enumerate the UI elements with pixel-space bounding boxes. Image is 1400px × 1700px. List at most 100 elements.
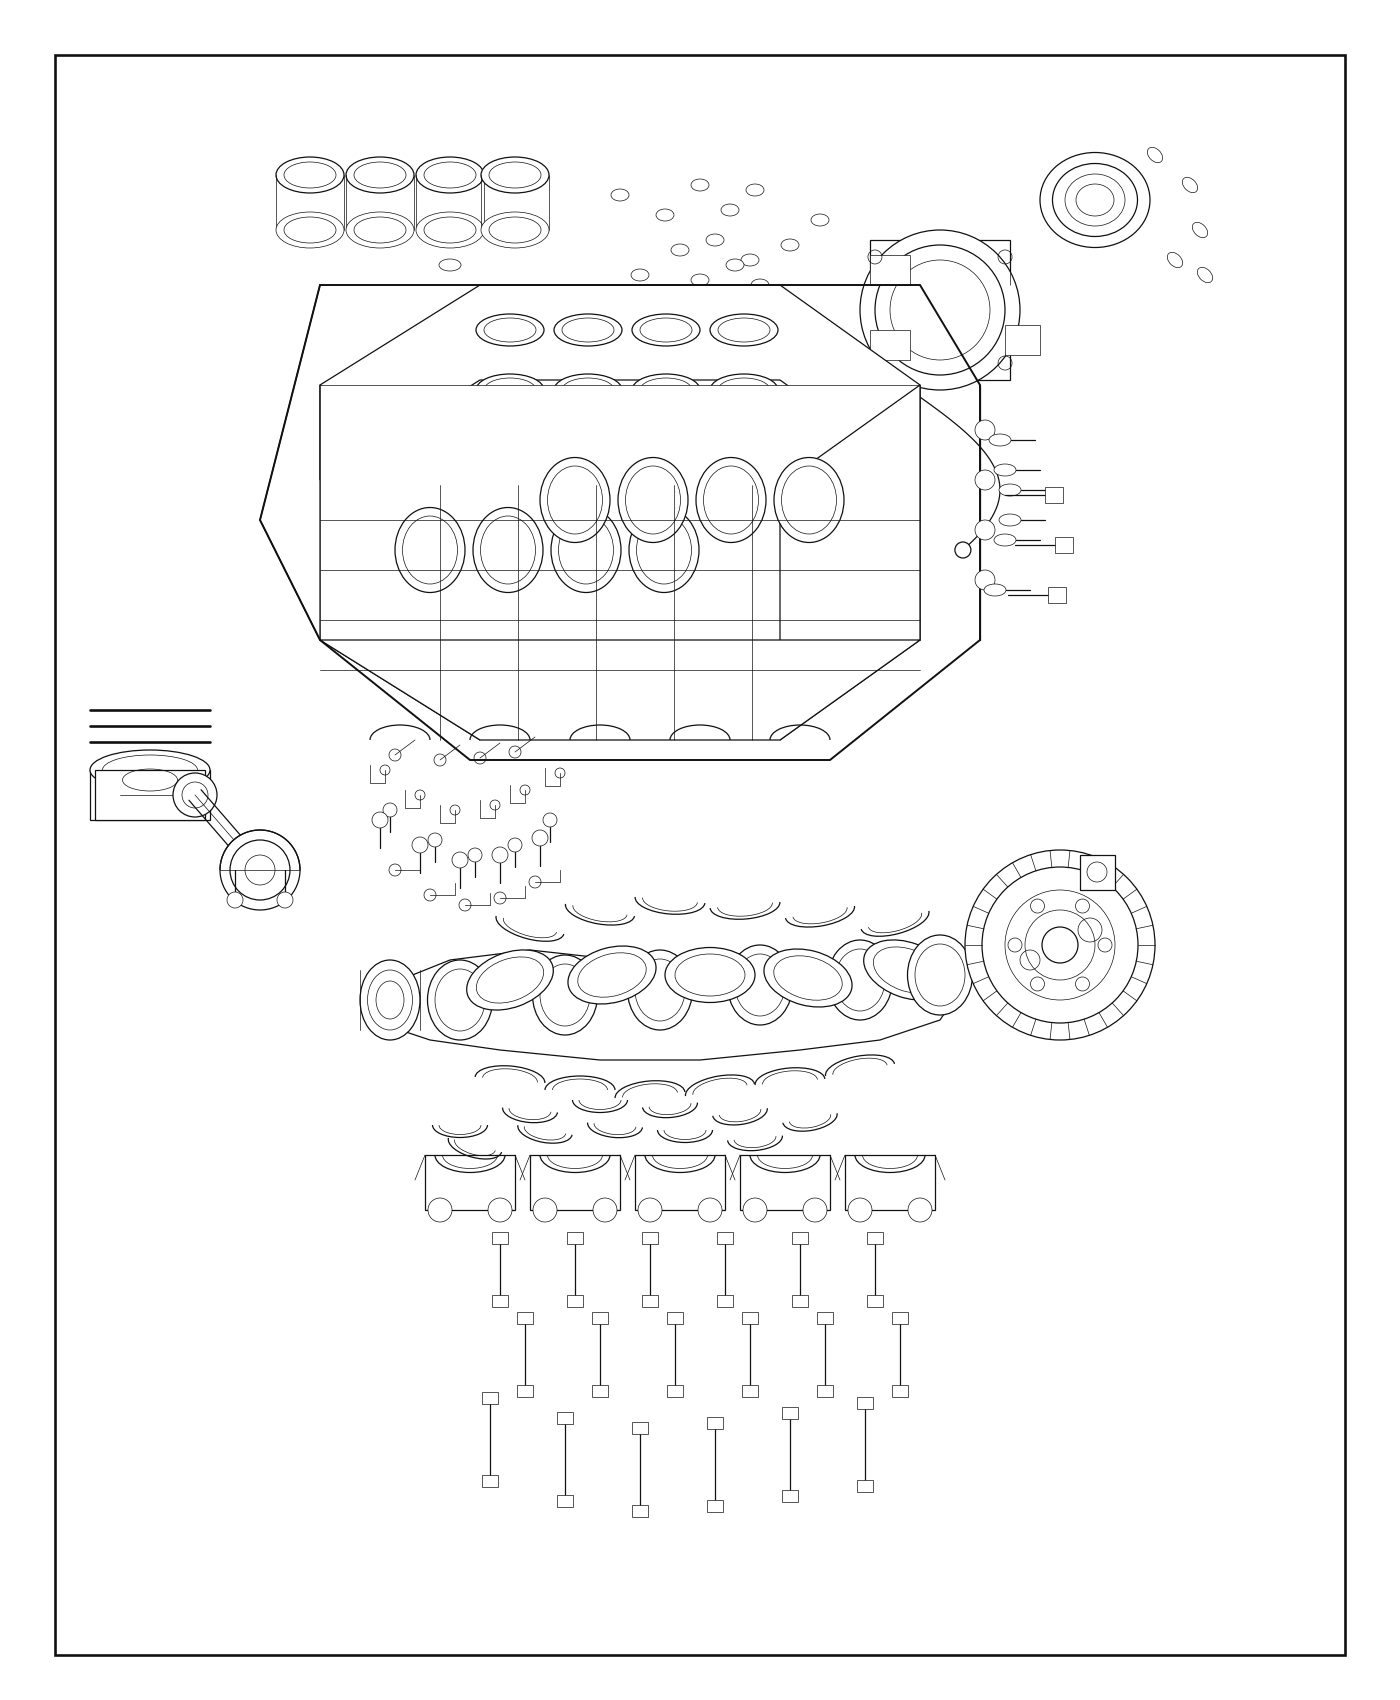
Bar [557,1494,573,1506]
Polygon shape [426,1154,515,1210]
Circle shape [277,892,293,908]
Circle shape [489,1198,512,1222]
Ellipse shape [706,235,724,246]
Bar [631,1421,648,1435]
Circle shape [974,570,995,590]
Ellipse shape [395,508,465,593]
Circle shape [174,774,217,818]
Ellipse shape [617,457,687,542]
Circle shape [1030,899,1044,913]
Ellipse shape [727,258,743,270]
Ellipse shape [466,950,553,1010]
Bar [491,1232,508,1244]
Ellipse shape [554,374,622,406]
Polygon shape [321,384,920,639]
Circle shape [491,847,508,864]
Bar [1079,855,1114,891]
Circle shape [468,848,482,862]
Circle shape [1030,977,1044,991]
Bar [592,1312,608,1324]
Circle shape [532,830,547,847]
Circle shape [1075,899,1089,913]
Ellipse shape [1183,177,1197,192]
Ellipse shape [710,374,778,406]
Polygon shape [741,1154,830,1210]
Bar [717,1295,734,1307]
Bar [867,1295,883,1307]
Circle shape [699,1198,722,1222]
Circle shape [428,1198,452,1222]
Ellipse shape [665,947,755,1003]
Circle shape [1075,977,1089,991]
Bar [707,1499,722,1511]
Bar [792,1295,808,1307]
Bar [783,1489,798,1503]
Ellipse shape [721,204,739,216]
Ellipse shape [360,960,420,1040]
Bar [567,1295,582,1307]
Polygon shape [780,384,920,740]
Bar [1044,486,1063,503]
Ellipse shape [696,457,766,542]
Ellipse shape [532,955,598,1035]
Ellipse shape [476,314,545,347]
Circle shape [1098,938,1112,952]
Polygon shape [321,384,480,740]
Ellipse shape [692,274,708,286]
Circle shape [974,520,995,541]
Ellipse shape [627,950,693,1030]
Bar [517,1386,533,1397]
Ellipse shape [482,212,549,248]
Bar [783,1408,798,1420]
Polygon shape [90,770,210,819]
Bar [1049,586,1065,604]
Ellipse shape [1148,148,1162,163]
Bar [666,1386,683,1397]
Ellipse shape [610,189,629,201]
Circle shape [220,830,300,910]
Circle shape [638,1198,662,1222]
Ellipse shape [631,314,700,347]
Ellipse shape [746,184,764,196]
Circle shape [860,230,1021,389]
Circle shape [1008,938,1022,952]
Bar [707,1418,722,1430]
Circle shape [452,852,468,869]
Bar [1005,325,1040,355]
Circle shape [384,802,398,818]
Bar [666,1312,683,1324]
Bar [643,1295,658,1307]
Ellipse shape [994,464,1016,476]
Circle shape [965,850,1155,1040]
Circle shape [508,838,522,852]
Bar [592,1386,608,1397]
Ellipse shape [416,212,484,248]
Bar [567,1232,582,1244]
Polygon shape [869,240,1009,381]
Circle shape [594,1198,617,1222]
Ellipse shape [552,508,622,593]
Ellipse shape [629,508,699,593]
Ellipse shape [90,750,210,791]
Ellipse shape [1040,153,1149,248]
Ellipse shape [741,253,759,265]
Ellipse shape [482,156,549,194]
Ellipse shape [554,314,622,347]
Bar [792,1232,808,1244]
Ellipse shape [540,457,610,542]
Ellipse shape [764,949,853,1006]
Circle shape [743,1198,767,1222]
Polygon shape [321,639,920,740]
Bar [818,1386,833,1397]
Ellipse shape [827,940,893,1020]
Ellipse shape [781,240,799,252]
Ellipse shape [1000,513,1021,525]
Ellipse shape [811,214,829,226]
Polygon shape [370,950,960,1061]
Ellipse shape [476,374,545,406]
Bar [517,1312,533,1324]
Ellipse shape [568,945,657,1005]
Bar [95,770,204,819]
Ellipse shape [1197,267,1212,282]
Ellipse shape [657,209,673,221]
